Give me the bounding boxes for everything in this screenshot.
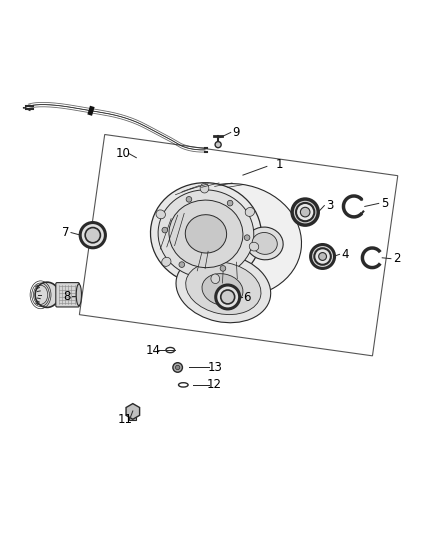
Ellipse shape xyxy=(185,215,226,253)
Ellipse shape xyxy=(296,203,314,221)
Text: 12: 12 xyxy=(207,378,222,391)
Text: 4: 4 xyxy=(342,248,349,261)
Ellipse shape xyxy=(151,183,261,285)
FancyBboxPatch shape xyxy=(56,282,79,307)
Ellipse shape xyxy=(319,253,326,261)
Text: 1: 1 xyxy=(276,158,283,171)
Ellipse shape xyxy=(162,257,171,266)
Ellipse shape xyxy=(200,183,209,193)
Text: 5: 5 xyxy=(381,197,388,210)
Ellipse shape xyxy=(156,210,166,219)
Ellipse shape xyxy=(246,227,283,260)
Ellipse shape xyxy=(216,285,240,309)
Text: 14: 14 xyxy=(145,344,160,357)
Circle shape xyxy=(186,197,192,202)
Circle shape xyxy=(176,365,180,370)
Ellipse shape xyxy=(85,228,100,243)
Ellipse shape xyxy=(167,183,301,297)
Text: 11: 11 xyxy=(118,413,133,426)
Ellipse shape xyxy=(35,282,59,308)
Ellipse shape xyxy=(169,200,243,268)
Ellipse shape xyxy=(314,248,331,265)
Ellipse shape xyxy=(176,254,271,322)
Text: 6: 6 xyxy=(244,292,251,304)
Ellipse shape xyxy=(221,290,235,304)
Ellipse shape xyxy=(292,199,318,225)
Ellipse shape xyxy=(215,142,221,148)
Ellipse shape xyxy=(252,232,277,254)
Ellipse shape xyxy=(245,207,254,216)
Ellipse shape xyxy=(202,273,243,305)
Text: 3: 3 xyxy=(326,199,334,212)
Ellipse shape xyxy=(311,245,335,269)
Text: 10: 10 xyxy=(116,147,131,160)
Ellipse shape xyxy=(300,207,310,217)
Ellipse shape xyxy=(249,242,259,251)
Text: 7: 7 xyxy=(62,226,70,239)
Ellipse shape xyxy=(211,274,219,284)
Text: 9: 9 xyxy=(232,126,239,139)
Text: 13: 13 xyxy=(207,361,222,374)
Text: 2: 2 xyxy=(393,252,400,265)
FancyBboxPatch shape xyxy=(129,411,136,420)
Circle shape xyxy=(220,265,226,271)
Ellipse shape xyxy=(186,262,261,314)
Ellipse shape xyxy=(80,223,106,248)
Circle shape xyxy=(162,227,168,233)
Circle shape xyxy=(244,235,250,240)
Circle shape xyxy=(227,200,233,206)
Ellipse shape xyxy=(158,190,254,278)
Text: 8: 8 xyxy=(63,289,71,303)
Circle shape xyxy=(179,262,185,268)
Circle shape xyxy=(173,362,183,372)
Ellipse shape xyxy=(76,284,81,305)
